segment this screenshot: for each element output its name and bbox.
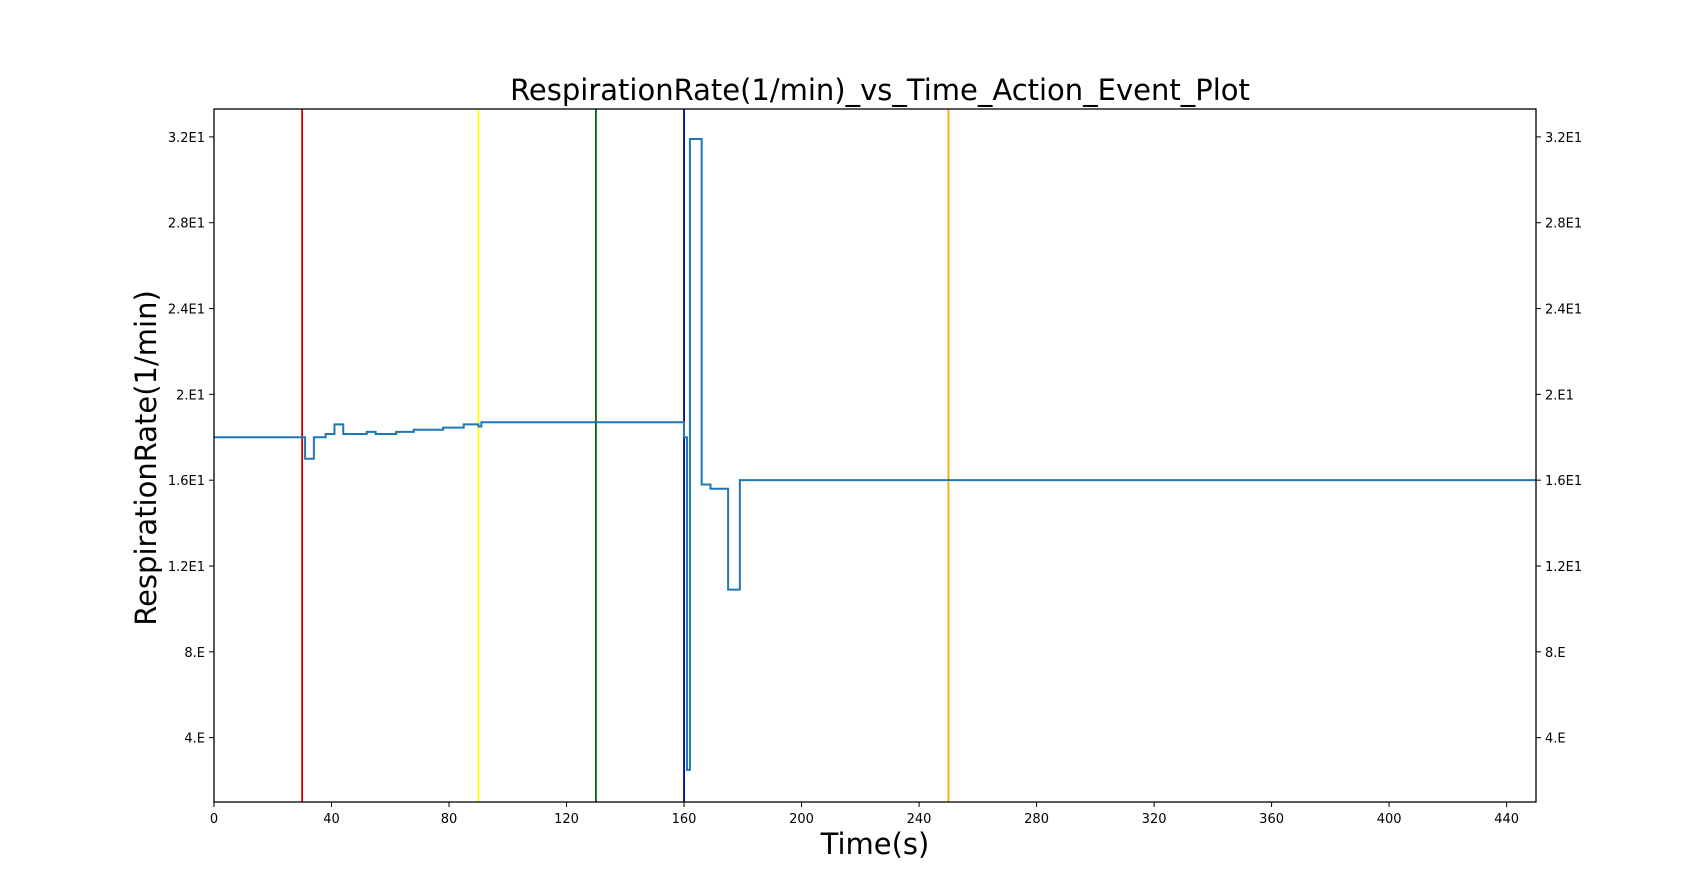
x-axis-label: Time(s) bbox=[820, 827, 930, 861]
y-tick-label-right: 2.E1 bbox=[1545, 388, 1574, 403]
y-axis-label: RespirationRate(1/min) bbox=[129, 290, 163, 626]
x-tick-label: 0 bbox=[210, 812, 218, 827]
y-tick-label-left: 2.4E1 bbox=[168, 303, 205, 318]
x-axis: 0 40 80 120 160 200 240 280 320 360 400 440 bbox=[210, 802, 1519, 827]
x-tick-label: 440 bbox=[1494, 812, 1519, 827]
event-lines bbox=[301, 109, 950, 802]
x-tick-label: 160 bbox=[672, 812, 697, 827]
y-tick-label-right: 3.2E1 bbox=[1545, 131, 1582, 146]
y-tick-label-left: 2.E1 bbox=[176, 388, 205, 403]
y-tick-label-left: 1.6E1 bbox=[168, 474, 205, 489]
y-tick-label-left: 1.2E1 bbox=[168, 560, 205, 575]
y-tick-label-left: 3.2E1 bbox=[168, 131, 205, 146]
y-tick-label-right: 2.4E1 bbox=[1545, 303, 1582, 318]
x-tick-label: 200 bbox=[789, 812, 814, 827]
x-tick-label: 400 bbox=[1377, 812, 1402, 827]
y-tick-label-right: 8.E bbox=[1545, 646, 1566, 661]
y-tick-label-left: 2.8E1 bbox=[168, 217, 205, 232]
y-tick-label-right: 1.2E1 bbox=[1545, 560, 1582, 575]
y-axis-right: 4.E 8.E 1.2E1 1.6E1 2.E1 2.4E1 2.8E1 3.2E1 bbox=[1536, 131, 1582, 747]
y-tick-label-left: 4.E bbox=[184, 732, 205, 747]
y-tick-label-right: 2.8E1 bbox=[1545, 217, 1582, 232]
plot-frame bbox=[213, 108, 1537, 803]
y-axis-left: 4.E 8.E 1.2E1 1.6E1 2.E1 2.4E1 2.8E1 3.2E1 bbox=[168, 131, 214, 747]
x-tick-label: 320 bbox=[1142, 812, 1167, 827]
x-tick-label: 40 bbox=[323, 812, 340, 827]
x-tick-label: 120 bbox=[554, 812, 579, 827]
x-tick-label: 240 bbox=[907, 812, 932, 827]
series-line-0 bbox=[214, 138, 1536, 771]
x-tick-label: 360 bbox=[1259, 812, 1284, 827]
y-tick-label-right: 4.E bbox=[1545, 732, 1566, 747]
y-tick-label-left: 8.E bbox=[184, 646, 205, 661]
y-tick-label-right: 1.6E1 bbox=[1545, 474, 1582, 489]
x-tick-label: 280 bbox=[1024, 812, 1049, 827]
series-layer bbox=[214, 138, 1536, 771]
chart-title: RespirationRate(1/min)_vs_Time_Action_Ev… bbox=[510, 73, 1250, 107]
x-tick-label: 80 bbox=[441, 812, 458, 827]
